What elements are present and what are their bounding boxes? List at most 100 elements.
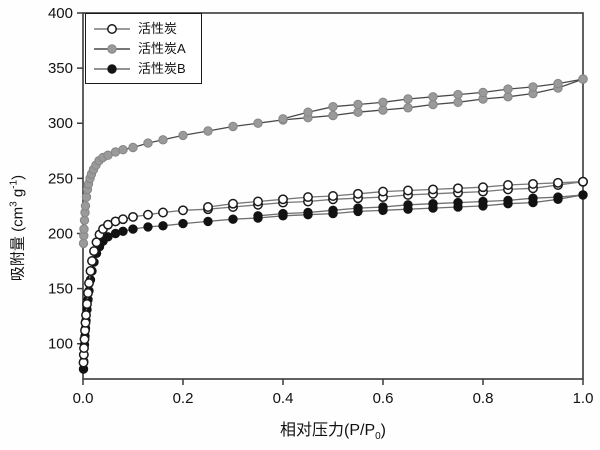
data-point-marker <box>328 110 338 121</box>
data-point-marker <box>128 142 138 153</box>
data-point-marker <box>118 145 128 155</box>
data-point-marker <box>453 97 463 108</box>
legend-item-huoxingtan-b: 活性炭B <box>93 60 201 78</box>
series-line <box>82 194 584 370</box>
data-point-marker <box>403 185 413 196</box>
series-活性炭-desorption <box>203 176 588 212</box>
data-point-marker <box>78 238 89 249</box>
data-point-marker <box>178 218 188 229</box>
gray-circle-marker-icon <box>94 43 130 54</box>
data-point-marker <box>158 135 168 145</box>
data-point-marker <box>203 126 213 136</box>
y-tick-label: 350 <box>48 60 73 77</box>
y-axis-title-sup-g: -1 <box>8 179 20 189</box>
data-point-marker <box>128 211 138 222</box>
data-point-marker <box>203 202 213 212</box>
x-tick-label: 0.8 <box>473 390 494 407</box>
data-point-marker <box>128 224 138 234</box>
data-point-marker <box>553 78 563 89</box>
x-tick-label: 1.0 <box>573 390 594 407</box>
data-point-marker <box>79 343 89 354</box>
data-point-marker <box>118 214 128 225</box>
data-point-marker <box>378 105 388 115</box>
data-point-marker <box>378 186 388 197</box>
data-point-marker <box>80 201 91 211</box>
x-axis-title-text: 相对压力(P/P <box>279 421 376 439</box>
data-point-marker <box>253 196 263 207</box>
data-point-marker <box>83 288 93 298</box>
data-point-marker <box>79 224 89 234</box>
data-point-marker <box>303 107 313 117</box>
legend: 活性炭 活性炭A 活性炭B <box>85 13 202 84</box>
data-point-marker <box>428 92 438 102</box>
series-活性炭-adsorption <box>78 176 588 368</box>
open-circle-marker-icon <box>94 23 130 34</box>
y-tick-label: 150 <box>48 281 73 298</box>
data-point-marker <box>428 99 438 110</box>
data-point-marker <box>353 107 363 117</box>
legend-marker-sample <box>107 63 117 74</box>
data-point-marker <box>203 216 213 227</box>
data-point-marker <box>528 82 538 92</box>
series-活性炭B-desorption <box>253 190 588 221</box>
series-line <box>207 181 584 208</box>
data-point-marker <box>118 226 128 237</box>
data-point-marker <box>403 94 413 104</box>
data-point-marker <box>85 266 96 276</box>
x-axis-title: 相对压力(P/P0) <box>280 416 386 442</box>
x-axis-title-sub-zero: 0 <box>375 431 381 443</box>
legend-marker-sample <box>107 43 117 54</box>
data-point-marker <box>158 221 168 231</box>
data-point-marker <box>503 195 513 206</box>
data-point-marker <box>578 190 588 200</box>
data-point-marker <box>503 84 513 94</box>
data-point-marker <box>253 211 263 221</box>
data-point-marker <box>403 103 413 113</box>
data-point-marker <box>353 188 363 199</box>
data-point-marker <box>278 114 288 124</box>
data-point-marker <box>81 310 91 321</box>
data-point-marker <box>79 215 90 226</box>
data-point-marker <box>81 192 92 202</box>
y-tick-label: 200 <box>48 225 73 242</box>
y-axis-title-sup-cm3: 3 <box>8 201 20 207</box>
data-point-marker <box>87 256 97 266</box>
data-point-marker <box>378 97 388 108</box>
data-point-marker <box>89 246 99 257</box>
data-point-marker <box>353 99 363 110</box>
data-point-marker <box>478 87 488 98</box>
legend-item-huoxingtan: 活性炭 <box>93 20 201 38</box>
data-point-marker <box>228 121 238 132</box>
data-point-marker <box>178 130 188 141</box>
legend-label: 活性炭B <box>138 61 186 76</box>
black-circle-marker-icon <box>94 63 130 74</box>
data-point-marker <box>553 192 563 202</box>
x-tick-label: 0.2 <box>173 390 194 407</box>
data-point-marker <box>303 192 313 203</box>
data-point-marker <box>453 183 463 194</box>
legend-label: 活性炭A <box>138 41 186 56</box>
x-tick-label: 0.0 <box>73 390 94 407</box>
data-point-marker <box>428 184 438 195</box>
data-point-marker <box>503 92 513 102</box>
data-point-marker <box>143 138 153 148</box>
data-point-marker <box>278 208 288 219</box>
data-point-marker <box>143 209 153 220</box>
y-tick-label: 100 <box>48 336 73 353</box>
x-tick-label: 0.4 <box>273 390 294 407</box>
legend-label: 活性炭 <box>138 21 178 36</box>
data-point-marker <box>328 102 338 112</box>
data-point-marker <box>478 182 488 193</box>
data-point-marker <box>158 207 168 218</box>
data-point-marker <box>428 199 438 209</box>
y-tick-label: 400 <box>48 5 73 22</box>
data-point-marker <box>403 200 413 210</box>
data-point-marker <box>303 207 313 218</box>
x-tick-label: 0.6 <box>373 390 394 407</box>
data-point-marker <box>503 180 513 190</box>
data-point-marker <box>228 198 238 209</box>
series-活性炭B-adsorption <box>78 190 588 374</box>
data-point-marker <box>478 196 488 207</box>
data-point-marker <box>528 178 538 189</box>
